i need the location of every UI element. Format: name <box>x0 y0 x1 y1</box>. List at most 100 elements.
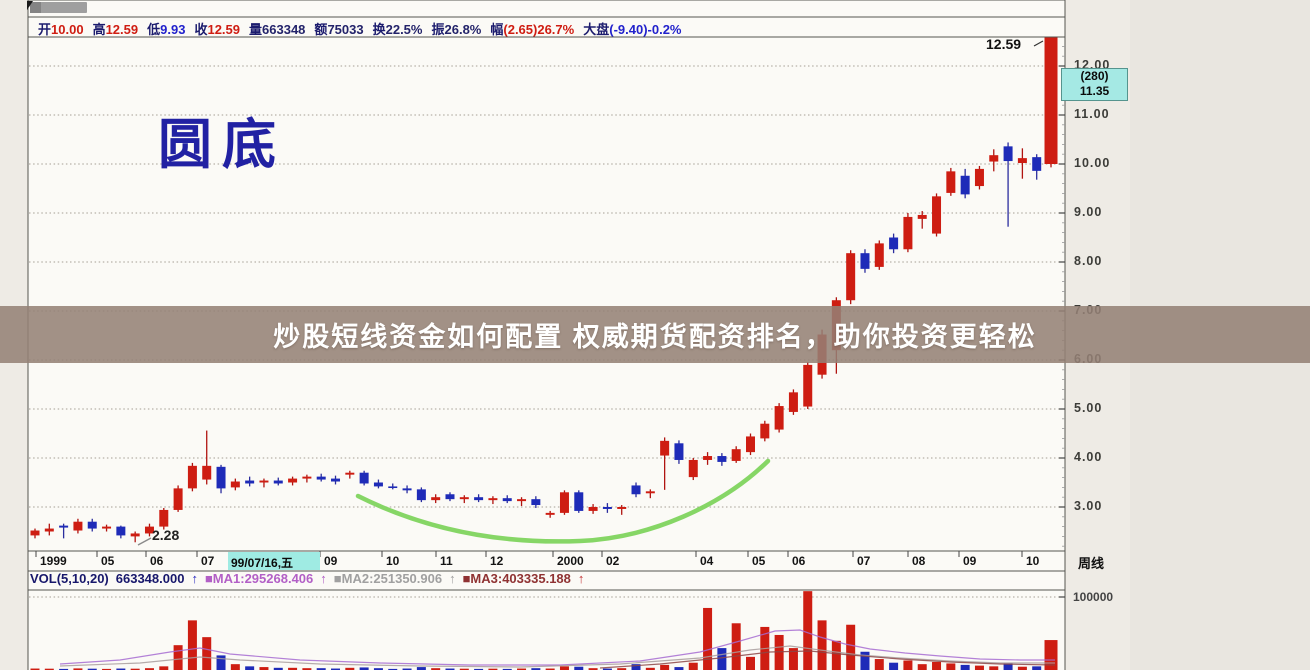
price-axis-label: 10.00 <box>1074 156 1111 170</box>
candlestick <box>331 478 341 482</box>
candlestick <box>932 196 942 234</box>
volume-bar <box>517 668 527 670</box>
date-axis-label: 04 <box>700 554 714 568</box>
candlestick <box>259 480 269 483</box>
promo-banner[interactable]: 炒股短线资金如何配置 权威期货配资排名，助你投资更轻松 <box>0 306 1310 363</box>
volume-bar <box>660 664 670 670</box>
volume-bar <box>474 668 484 670</box>
candlestick <box>1017 158 1027 164</box>
volume-bar <box>87 668 97 670</box>
peak-label-connector <box>1033 40 1044 47</box>
volume-bar <box>230 664 240 670</box>
period-label: 周线 <box>1078 556 1105 571</box>
candlestick <box>946 171 956 193</box>
volume-bar <box>602 668 612 670</box>
volume-bar <box>416 667 426 670</box>
candlestick <box>316 476 326 480</box>
volume-bar <box>631 664 641 670</box>
info-item: 幅(2.65)26.7% <box>490 22 575 37</box>
date-axis-label: 05 <box>101 554 115 568</box>
candlestick <box>803 364 813 407</box>
volume-bar <box>1017 666 1027 670</box>
candlestick <box>889 237 899 250</box>
volume-info-item: ↑ <box>577 571 585 586</box>
volume-bar <box>102 668 112 670</box>
info-item: 大盘(-9.40)-0.2% <box>583 22 682 37</box>
candlestick <box>731 449 741 461</box>
date-axis-label: 02 <box>606 554 620 568</box>
volume-axis-label: 100000 <box>1073 590 1114 604</box>
volume-bar <box>73 668 83 670</box>
volume-info-item: ↑ <box>449 571 456 586</box>
volume-bar <box>974 665 984 670</box>
info-item: 收12.59 <box>194 22 241 37</box>
volume-bar <box>388 668 398 670</box>
volume-bar <box>130 668 140 670</box>
price-axis-label: 4.00 <box>1074 450 1103 464</box>
volume-bar <box>1032 666 1042 670</box>
volume-bar <box>331 668 341 670</box>
volume-bar <box>459 668 469 670</box>
volume-bar <box>259 667 269 670</box>
candlestick <box>660 440 670 456</box>
candlestick <box>345 472 355 475</box>
volume-bar <box>960 664 970 670</box>
redacted-stock-name <box>30 2 87 13</box>
volume-bar <box>402 668 412 670</box>
volume-bar <box>874 659 884 670</box>
volume-bar <box>116 668 126 670</box>
candlestick <box>416 489 426 501</box>
candlestick <box>746 436 755 453</box>
candlestick <box>445 494 455 500</box>
candlestick <box>187 465 197 489</box>
date-axis-label: 1999 <box>40 554 67 568</box>
date-axis-label: 06 <box>150 554 164 568</box>
date-axis-label: 05 <box>752 554 766 568</box>
volume-ma2-line <box>59 645 1055 668</box>
candlestick <box>760 423 770 439</box>
volume-bar <box>917 664 927 670</box>
volume-bar <box>302 668 312 670</box>
candlestick <box>159 509 169 527</box>
volume-bar <box>932 661 942 670</box>
info-item: 额75033 <box>314 22 364 37</box>
volume-bar <box>674 667 684 670</box>
volume-bar <box>44 668 54 670</box>
volume-bar <box>903 660 913 670</box>
volume-bar <box>202 637 212 670</box>
volume-bar <box>645 667 655 670</box>
candlestick <box>502 498 512 502</box>
info-item: 换22.5% <box>372 22 423 37</box>
volume-bar <box>889 662 899 670</box>
candlestick <box>87 521 97 529</box>
candlestick <box>173 488 183 510</box>
date-axis-label: 09 <box>324 554 338 568</box>
candlestick <box>617 507 627 509</box>
mouse-cursor-icon <box>27 1 33 10</box>
volume-bar <box>373 668 383 670</box>
volume-bar <box>746 656 755 670</box>
volume-bar <box>216 655 226 670</box>
candlestick <box>488 498 498 501</box>
volume-bar <box>359 667 369 670</box>
volume-bar <box>703 607 713 670</box>
volume-info-item: ↑ <box>320 571 327 586</box>
date-axis-label: 2000 <box>557 554 584 568</box>
info-item: 低9.93 <box>147 22 186 37</box>
candlestick <box>717 456 727 462</box>
date-axis-label: 12 <box>490 554 504 568</box>
volume-bar <box>316 668 326 670</box>
candlestick <box>545 512 555 515</box>
volume-bar <box>588 668 598 670</box>
promo-banner-text: 炒股短线资金如何配置 权威期货配资排名，助你投资更轻松 <box>273 322 1037 352</box>
candlestick <box>917 214 927 219</box>
volume-bar <box>488 668 498 670</box>
volume-info-item: 663348.000 <box>115 571 185 586</box>
volume-bar <box>345 667 355 670</box>
volume-bar <box>173 645 183 670</box>
volume-bar <box>144 668 154 670</box>
candlestick <box>860 253 870 269</box>
volume-info-item: ■MA3:403335.188 <box>462 571 571 586</box>
candlestick <box>102 526 112 529</box>
volume-bar <box>803 591 813 670</box>
